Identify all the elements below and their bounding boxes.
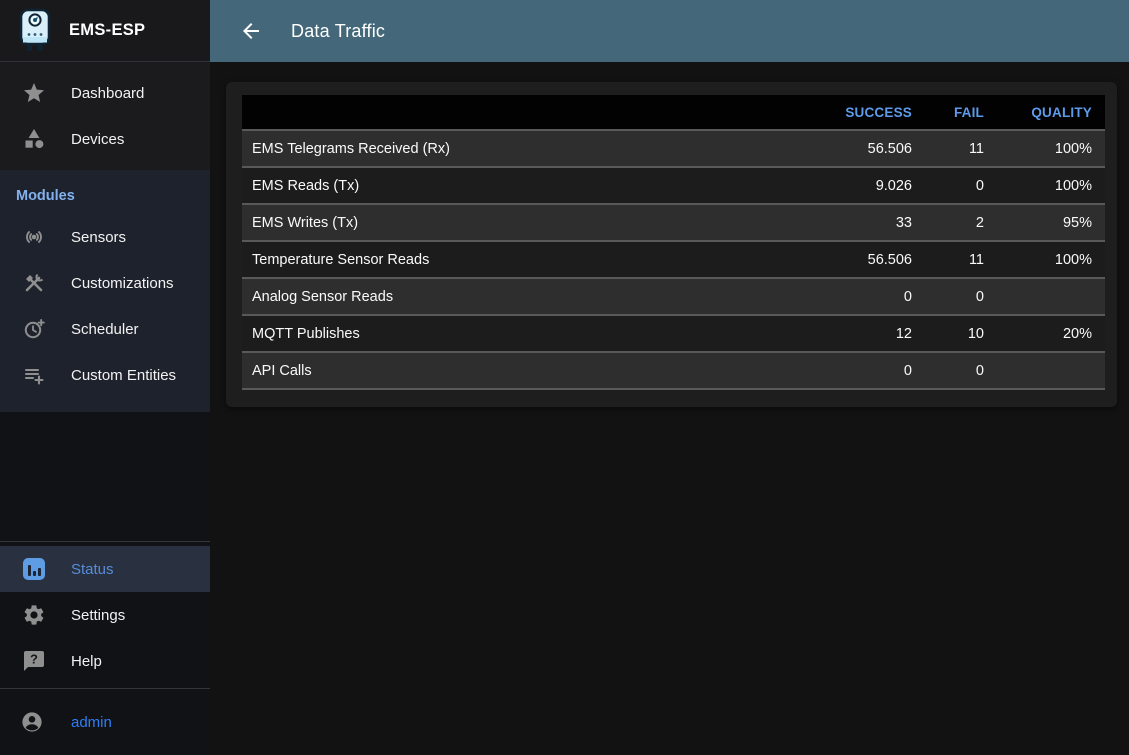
table-row: Temperature Sensor Reads 56.506 11 100% [242, 241, 1105, 278]
row-label: API Calls [252, 362, 312, 379]
row-quality-value: 100% [1054, 177, 1092, 194]
row-label: EMS Reads (Tx) [252, 177, 360, 194]
boiler-logo-icon [16, 8, 54, 54]
row-success-value: 0 [903, 288, 912, 305]
modules-section-title: Modules [16, 188, 75, 204]
sidebar-item-label: Help [71, 652, 102, 670]
row-label: Analog Sensor Reads [252, 288, 394, 305]
shapes-icon [22, 127, 46, 151]
row-success-value: 33 [895, 214, 912, 231]
sidebar-item-settings[interactable]: Settings [0, 592, 210, 638]
sidebar-item-label: Scheduler [71, 320, 139, 338]
table-row: EMS Telegrams Received (Rx) 56.506 11 10… [242, 130, 1105, 167]
row-label: EMS Telegrams Received (Rx) [252, 140, 450, 157]
gear-icon [22, 603, 46, 627]
row-quality-value: 100% [1054, 251, 1092, 268]
sidebar-item-custom-entities[interactable]: Custom Entities [0, 352, 210, 398]
modules-section: Modules Sensors [0, 170, 210, 412]
row-fail-value: 10 [967, 325, 984, 342]
sidebar-item-label: Devices [71, 130, 125, 148]
row-fail-value: 11 [968, 251, 984, 268]
row-success-value: 56.506 [867, 140, 912, 157]
traffic-card: SUCCESS FAIL QUALITY EMS Telegrams Recei… [226, 82, 1117, 407]
row-label: EMS Writes (Tx) [252, 214, 359, 231]
table-row: EMS Reads (Tx) 9.026 0 100% [242, 167, 1105, 204]
sidebar-item-label: Settings [71, 606, 126, 624]
help-bubble-icon: ? [22, 649, 46, 673]
wireless-signal-icon [22, 225, 46, 249]
row-label: MQTT Publishes [252, 325, 360, 342]
back-button[interactable] [234, 14, 268, 48]
table-row: EMS Writes (Tx) 33 2 95% [242, 204, 1105, 241]
row-quality-value: 20% [1062, 325, 1092, 342]
row-success-value: 0 [903, 362, 912, 379]
account-circle-icon [20, 710, 44, 734]
row-quality-value [997, 278, 1105, 315]
row-fail-value: 11 [968, 140, 984, 157]
column-quality: QUALITY [1031, 104, 1092, 120]
sidebar-item-label: Custom Entities [71, 366, 177, 384]
row-quality-value [997, 352, 1105, 389]
table-row: API Calls 0 0 [242, 352, 1105, 389]
svg-text:?: ? [30, 652, 38, 667]
column-fail: FAIL [953, 104, 984, 120]
sidebar-item-devices[interactable]: Devices [0, 116, 210, 162]
user-name: admin [71, 713, 112, 731]
table-row: MQTT Publishes 12 10 20% [242, 315, 1105, 352]
row-success-value: 9.026 [875, 177, 912, 194]
sidebar-user-admin[interactable]: admin [0, 688, 210, 755]
sidebar: EMS-ESP Dashboard Devices Modules [0, 0, 210, 755]
sidebar-item-label: Customizations [71, 274, 174, 292]
brand-title: EMS-ESP [69, 21, 146, 39]
page-title: Data Traffic [291, 20, 386, 41]
clock-plus-icon [22, 317, 46, 341]
column-name [242, 95, 805, 130]
bottom-nav: Status Settings ? Help [0, 541, 210, 688]
content-area: SUCCESS FAIL QUALITY EMS Telegrams Recei… [210, 62, 1129, 755]
bar-chart-icon [22, 557, 46, 581]
sidebar-spacer [0, 412, 210, 541]
table-header-row: SUCCESS FAIL QUALITY [242, 95, 1105, 130]
row-success-value: 56.506 [867, 251, 912, 268]
traffic-table-body: EMS Telegrams Received (Rx) 56.506 11 10… [242, 130, 1105, 389]
sidebar-item-label: Dashboard [71, 84, 145, 102]
column-success: SUCCESS [845, 104, 912, 120]
appbar: Data Traffic [210, 0, 1129, 62]
star-icon [22, 81, 46, 105]
data-traffic-table: SUCCESS FAIL QUALITY EMS Telegrams Recei… [242, 95, 1105, 390]
table-row: Analog Sensor Reads 0 0 [242, 278, 1105, 315]
tools-icon [22, 271, 46, 295]
row-quality-value: 100% [1054, 140, 1092, 157]
table-header: SUCCESS FAIL QUALITY [242, 95, 1105, 130]
row-fail-value: 2 [975, 214, 984, 231]
row-fail-value: 0 [975, 177, 984, 194]
row-label: Temperature Sensor Reads [252, 251, 430, 268]
sidebar-item-dashboard[interactable]: Dashboard [0, 70, 210, 116]
sidebar-item-sensors[interactable]: Sensors [0, 214, 210, 260]
brand-header: EMS-ESP [0, 0, 210, 62]
sidebar-item-label: Status [71, 560, 114, 578]
row-fail-value: 0 [975, 362, 984, 379]
sidebar-item-status[interactable]: Status [0, 546, 210, 592]
sidebar-item-scheduler[interactable]: Scheduler [0, 306, 210, 352]
sidebar-item-help[interactable]: ? Help [0, 638, 210, 684]
playlist-add-icon [22, 363, 46, 387]
main-area: Data Traffic SUCCESS FAIL QUALITY [210, 0, 1129, 755]
row-success-value: 12 [895, 325, 912, 342]
row-fail-value: 0 [975, 288, 984, 305]
main-nav: Dashboard Devices [0, 62, 210, 170]
row-quality-value: 95% [1062, 214, 1092, 231]
sidebar-item-customizations[interactable]: Customizations [0, 260, 210, 306]
sidebar-item-label: Sensors [71, 228, 127, 246]
